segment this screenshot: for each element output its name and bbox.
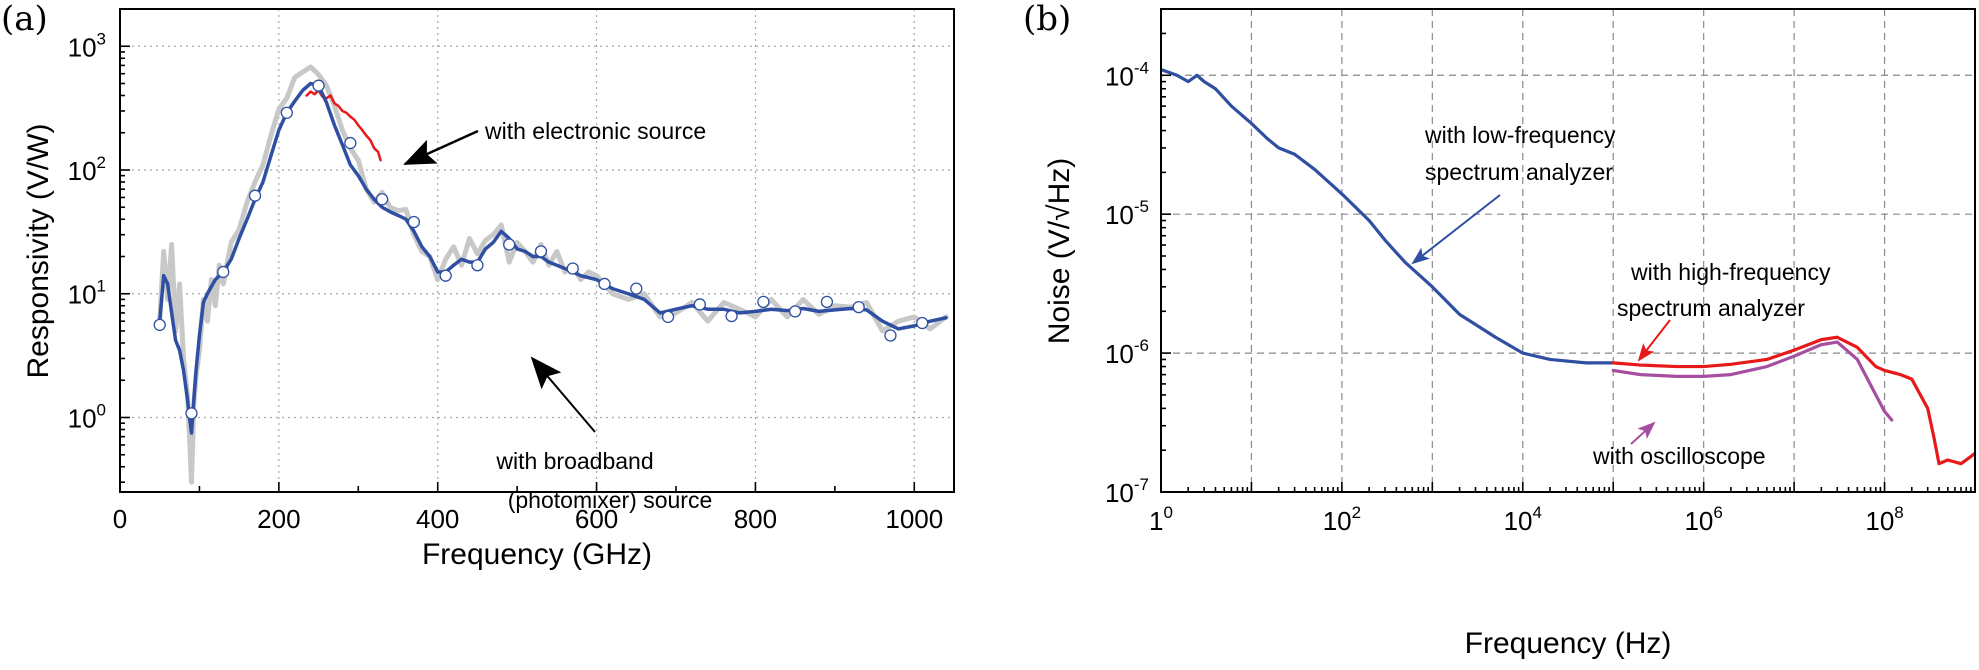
panel-a-data-marker xyxy=(280,106,293,119)
annotation-low-freq-line-2: spectrum analyzer xyxy=(1425,159,1613,185)
panel-a-data-marker xyxy=(185,407,198,420)
panel-b-series-high-frequency xyxy=(1611,335,1975,466)
panel-a-data-marker xyxy=(566,262,579,275)
panel-a-data-marker xyxy=(375,193,389,206)
panel-a-data-marker xyxy=(407,215,421,229)
panel-a-data-marker xyxy=(757,295,770,309)
annotation-high-freq-line-1: with high-frequency xyxy=(1630,259,1831,285)
panel-a-markers xyxy=(153,79,929,420)
annotation-oscilloscope-arrow xyxy=(1630,421,1656,445)
panel-a-data-marker xyxy=(503,238,516,251)
panel-a-data-marker xyxy=(884,329,897,342)
panel-b-ticks xyxy=(1160,32,1972,493)
panel-b: (b) 10 102 104 106 108 10-7 10-6 10-5 10-4 Frequ… xyxy=(1023,0,1976,660)
annotation-oscilloscope: with oscilloscope xyxy=(1592,443,1766,469)
panel-b-series-oscilloscope xyxy=(1611,340,1894,422)
panel-b-x-tick-label: 104 xyxy=(1504,503,1542,536)
panel-b-x-tick-label: 106 xyxy=(1684,503,1722,536)
panel-a-data-marker xyxy=(725,309,738,323)
annotation-electronic-source: with electronic source xyxy=(484,118,706,144)
annotation-broadband-arrow xyxy=(530,356,596,433)
panel-b-frame xyxy=(1160,8,1976,493)
panel-a-y-tick-label: 100 xyxy=(68,400,106,433)
panel-b-grid xyxy=(1161,9,1975,492)
panel-a-x-axis-title: Frequency (GHz) xyxy=(422,538,652,571)
panel-a-x-tick-label: 800 xyxy=(734,504,777,534)
annotation-electronic-arrow xyxy=(403,129,479,166)
panel-a-series-broadband xyxy=(157,81,948,435)
panel-b-series-low-frequency xyxy=(1161,67,1615,365)
panel-a-y-tick-label: 101 xyxy=(68,277,106,310)
panel-b-y-axis-title: Noise (V/√Hz) xyxy=(1043,158,1076,345)
panel-a-x-tick-label: 0 xyxy=(113,504,127,534)
panel-a-x-tick-label: 1000 xyxy=(885,504,943,534)
panel-a-y-tick-label: 102 xyxy=(68,153,106,186)
annotation-low-freq-line-1: with low-frequency xyxy=(1424,122,1616,148)
panel-a-data-marker xyxy=(312,79,325,92)
panel-a-x-tick-label: 200 xyxy=(257,504,300,534)
panel-b-y-tick-label: 10-4 xyxy=(1105,58,1149,91)
panel-b-y-tick-label: 10-7 xyxy=(1105,475,1149,508)
panel-a-data-marker xyxy=(153,318,166,332)
annotation-broadband-line-2: (photomixer) source xyxy=(508,487,713,513)
annotation-broadband-line-1: with broadband xyxy=(495,448,653,474)
panel-a-data-marker xyxy=(471,259,484,272)
panel-b-x-tick-label: 108 xyxy=(1865,503,1903,536)
panel-a-data-marker xyxy=(852,300,865,314)
panel-a-data-marker xyxy=(788,305,802,318)
panel-a-data-marker xyxy=(693,298,706,311)
panel-a-data-marker xyxy=(820,295,834,309)
annotation-high-freq-line-2: spectrum analyzer xyxy=(1617,295,1805,321)
panel-a-data-marker xyxy=(439,269,452,282)
panel-b-y-tick-label: 10-6 xyxy=(1105,336,1149,369)
annotation-low-freq-arrow xyxy=(1411,194,1501,265)
panel-b-x-axis-title: Frequency (Hz) xyxy=(1465,627,1672,660)
panel-a-data-marker xyxy=(344,136,357,150)
panel-a-ticks xyxy=(119,45,916,492)
panel-a-y-tick-label: 103 xyxy=(68,29,106,62)
panel-b-series xyxy=(1161,67,1975,466)
panel-a-data-marker xyxy=(661,310,675,324)
panel-a-data-marker xyxy=(916,316,929,330)
annotation-high-freq-arrow xyxy=(1637,319,1671,362)
panel-b-label: (b) xyxy=(1023,0,1071,39)
panel-a-x-tick-label: 400 xyxy=(416,504,459,534)
panel-a: (a) 0 200 400 600 800 1000 100 101 102 103 Freque… xyxy=(1,0,955,571)
panel-a-data-marker xyxy=(598,277,611,291)
panel-a-data-marker xyxy=(534,245,548,258)
panel-a-data-marker xyxy=(217,265,230,279)
panel-a-data-marker xyxy=(630,282,643,295)
panel-a-frame xyxy=(119,8,955,493)
panel-b-tick-labels: 10 102 104 106 108 10-7 10-6 10-5 10-4 xyxy=(1105,58,1904,536)
panel-b-x-tick-label: 102 xyxy=(1323,503,1361,536)
panel-a-y-axis-title: Responsivity (V/W) xyxy=(22,123,55,378)
panel-b-x-tick-label: 10 xyxy=(1149,503,1173,536)
panel-a-label: (a) xyxy=(1,0,48,39)
panel-a-data-marker xyxy=(248,189,262,202)
panel-b-y-tick-label: 10-5 xyxy=(1105,197,1149,230)
panel-a-tick-labels: 0 200 400 600 800 1000 100 101 102 103 xyxy=(68,29,944,534)
panel-a-x-tick-label: 600 xyxy=(575,504,618,534)
